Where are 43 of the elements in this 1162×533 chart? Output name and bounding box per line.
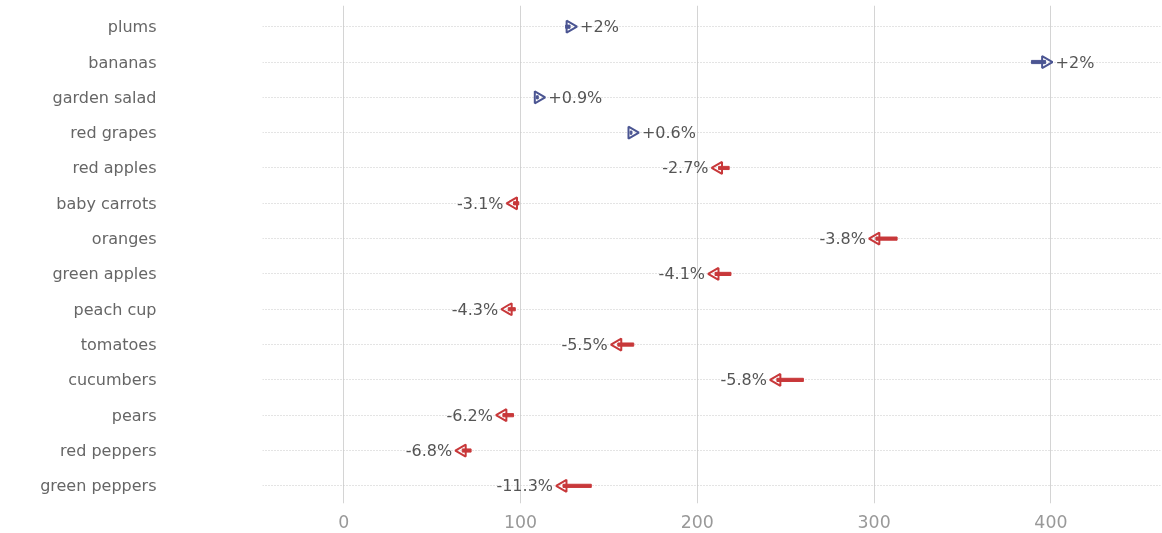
point [867, 231, 881, 246]
y-tick-label: peach cup [73, 299, 157, 319]
point [768, 372, 782, 387]
annotation: +0.9% [548, 87, 603, 107]
annotation: -6.8% [405, 441, 453, 461]
y-tick-label: green apples [52, 264, 157, 284]
y-tick-label: plums [107, 17, 157, 37]
annotation: -3.1% [457, 193, 504, 213]
annotation: -4.3% [451, 299, 499, 319]
y-tick-label: bananas [88, 52, 157, 72]
x-tick-label: 400 [1034, 511, 1068, 532]
annotation: -11.3% [496, 476, 554, 496]
x-tick-label: 200 [680, 511, 714, 532]
annotation: +2% [1055, 52, 1095, 72]
y-tick-label: red peppers [60, 441, 157, 461]
y-tick-label: tomatoes [80, 335, 157, 355]
y-tick-label: pears [111, 405, 157, 425]
y-tick-label: cucumbers [68, 370, 157, 390]
x-tick-label: 100 [504, 511, 538, 532]
annotation: -2.7% [662, 158, 709, 178]
point [505, 196, 518, 211]
x-tick-label: 0 [338, 511, 350, 532]
point [454, 443, 467, 458]
annotation: +0.6% [641, 123, 697, 143]
y-tick-label: green peppers [40, 476, 157, 496]
annotation: -4.1% [658, 264, 706, 284]
y-tick-label: baby carrots [56, 193, 157, 213]
annotation: -5.8% [720, 370, 767, 390]
y-tick-label: garden salad [52, 87, 157, 107]
annotation: -5.5% [561, 335, 608, 355]
point [500, 302, 513, 317]
point [494, 408, 508, 423]
annotation: -6.2% [446, 405, 493, 425]
point [609, 337, 623, 352]
point [707, 266, 720, 281]
annotation: -3.8% [819, 229, 866, 249]
point [555, 478, 568, 493]
y-tick-label: red grapes [70, 123, 157, 143]
point [710, 160, 724, 175]
y-tick-label: red apples [72, 158, 157, 178]
x-tick-label: 300 [857, 511, 891, 532]
y-tick-label: oranges [91, 229, 157, 249]
annotation: +2% [580, 17, 619, 37]
